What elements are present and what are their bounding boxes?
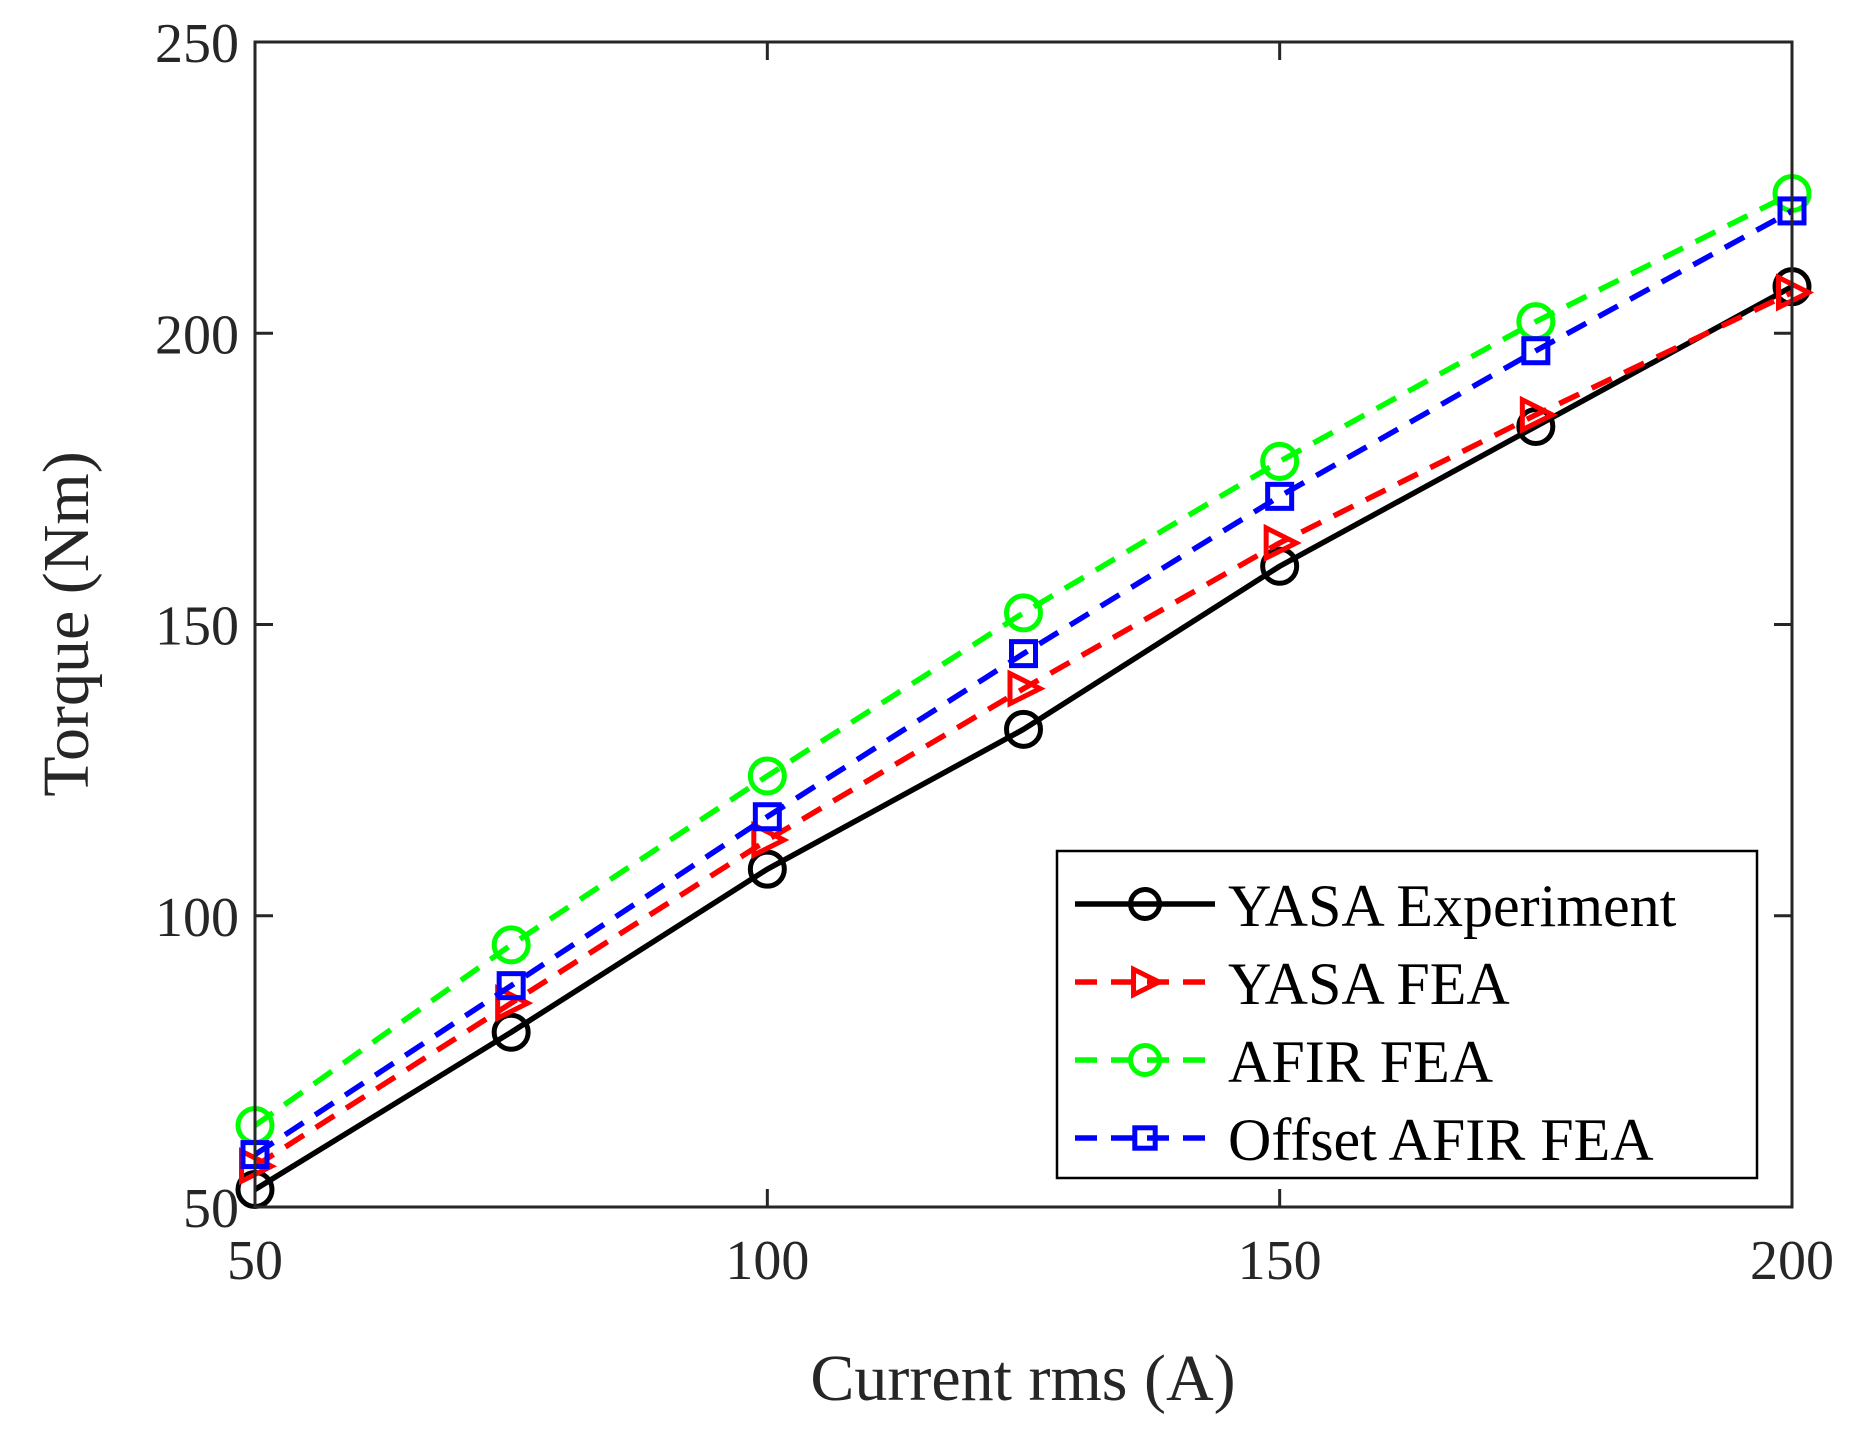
data-point-yasa-experiment	[1004, 709, 1043, 749]
data-point-yasa-fea	[1007, 669, 1046, 708]
x-tick-label: 50	[227, 1230, 283, 1292]
data-point-offset-afir-fea	[1265, 481, 1295, 511]
data-point-yasa-experiment	[747, 849, 787, 889]
data-point-offset-afir-fea	[1521, 336, 1551, 366]
x-axis-label: Current rms (A)	[810, 1342, 1235, 1415]
data-point-yasa-fea	[1519, 395, 1558, 434]
series-line-afir-fea	[253, 190, 1794, 1128]
ticks-layer: 50 100 150 200 50 100 150 200 250	[155, 13, 1834, 1292]
y-axis-label: Torque (Nm)	[30, 451, 103, 796]
y-tick-label: 250	[155, 13, 239, 75]
y-tick-label: 100	[155, 887, 239, 949]
legend-label-afir-fea: AFIR FEA	[1228, 1029, 1493, 1095]
data-point-afir-fea	[1004, 593, 1043, 633]
legend-marker-afir-fea	[1128, 1043, 1162, 1077]
data-point-offset-afir-fea	[1009, 639, 1038, 669]
data-point-offset-afir-fea	[752, 802, 782, 832]
series-layer	[235, 173, 1815, 1210]
legend: YASA Experiment YASA FEA AFIR FEA Offset AF…	[1055, 849, 1759, 1180]
legend-label-offset-afir-fea: Offset AFIR FEA	[1228, 1107, 1654, 1173]
data-point-yasa-fea	[751, 820, 790, 860]
series-line-offset-afir-fea	[253, 208, 1794, 1157]
series-line-yasa-experiment	[253, 284, 1794, 1192]
legend-label-yasa-fea: YASA FEA	[1228, 951, 1510, 1017]
legend-marker-yasa-experiment	[1128, 887, 1162, 921]
data-point-yasa-experiment	[491, 1012, 531, 1052]
data-point-yasa-experiment	[1516, 406, 1556, 446]
data-point-afir-fea	[1260, 441, 1300, 481]
data-point-yasa-fea	[1263, 523, 1302, 562]
y-tick-label: 150	[155, 596, 239, 658]
x-tick-label: 200	[1750, 1230, 1834, 1292]
y-tick-label: 200	[155, 304, 239, 366]
x-tick-label: 100	[725, 1230, 809, 1292]
series-line-yasa-fea	[253, 289, 1794, 1169]
data-point-afir-fea	[747, 756, 787, 796]
y-tick-label: 50	[183, 1178, 239, 1240]
legend-label-yasa-experiment: YASA Experiment	[1228, 873, 1677, 939]
legend-marker-offset-afir-fea	[1132, 1125, 1158, 1151]
data-point-afir-fea	[491, 925, 531, 965]
data-point-offset-afir-fea	[496, 971, 526, 1001]
legend-marker-yasa-fea	[1131, 965, 1165, 999]
x-tick-label: 150	[1238, 1230, 1322, 1292]
